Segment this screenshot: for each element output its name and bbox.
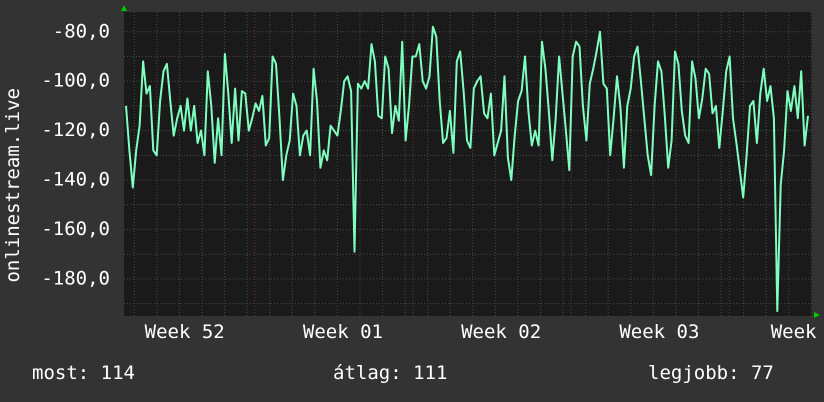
minor-grid [124, 12, 812, 316]
plot-area [124, 12, 812, 316]
x-tick-label: Week 52 [145, 321, 225, 343]
y-tick-label: -160,0 [41, 218, 110, 240]
y-axis-ticks: -80,0 -100,0 -120,0 -140,0 -160,0 -180,0 [41, 20, 110, 289]
x-tick-label: Week [771, 321, 817, 343]
x-axis-ticks: Week 52 Week 01 Week 02 Week 03 Week [145, 321, 817, 343]
y-tick-label: -140,0 [41, 169, 110, 191]
x-tick-label: Week 02 [461, 321, 541, 343]
y-tick-label: -100,0 [41, 70, 110, 92]
x-axis-arrow [814, 312, 820, 318]
x-tick-label: Week 03 [619, 321, 699, 343]
y-tick-label: -120,0 [41, 119, 110, 141]
legend-current: most: 114 [32, 362, 135, 384]
y-tick-label: -180,0 [41, 267, 110, 289]
series-line [125, 25, 809, 313]
y-axis-label: onlinestream.live [2, 88, 24, 282]
legend-best: legjobb: 77 [648, 362, 774, 384]
legend: most: 114 átlag: 111 legjobb: 77 [0, 362, 824, 388]
legend-average: átlag: 111 [333, 362, 448, 384]
x-tick-label: Week 01 [303, 321, 383, 343]
y-tick-label: -80,0 [53, 20, 110, 42]
y-axis-arrow [121, 5, 127, 11]
